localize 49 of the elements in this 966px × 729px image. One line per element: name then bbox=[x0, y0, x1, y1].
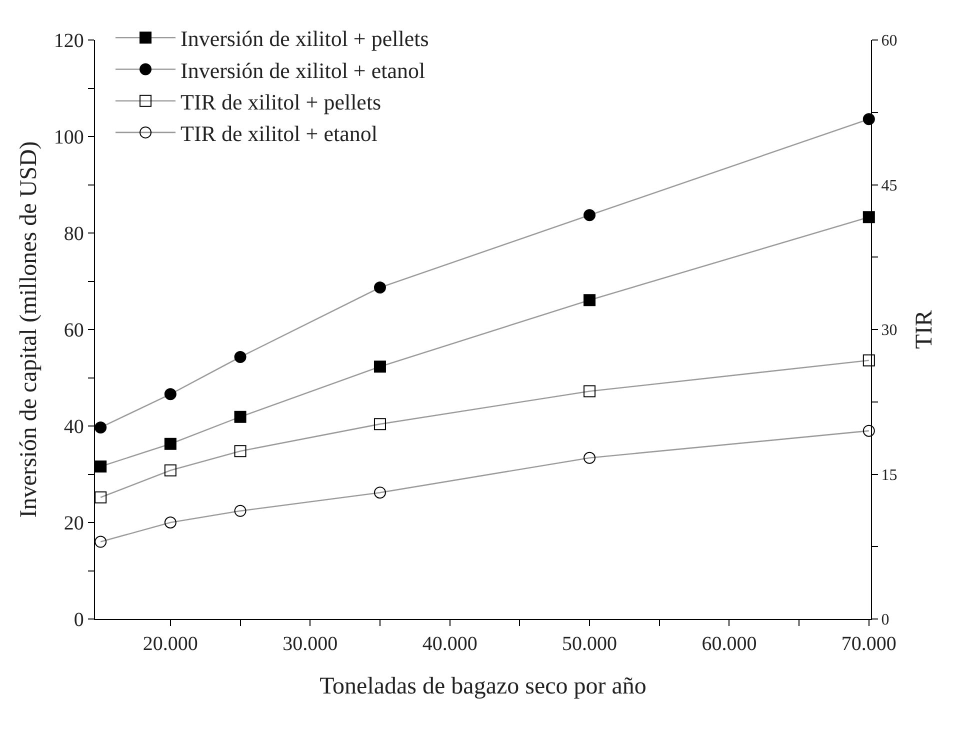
legend-label: Inversión de xilitol + etanol bbox=[180, 58, 426, 83]
y-tick-label: 60 bbox=[64, 320, 84, 342]
point bbox=[234, 410, 246, 423]
legend-label: TIR de xilitol + pellets bbox=[180, 89, 382, 114]
point bbox=[584, 385, 596, 398]
point bbox=[584, 294, 596, 306]
point bbox=[164, 438, 176, 450]
x-tick-label: 50.000 bbox=[562, 633, 618, 656]
legend-label: Inversión de xilitol + pellets bbox=[180, 26, 429, 52]
point bbox=[374, 418, 386, 430]
point bbox=[584, 209, 596, 222]
point bbox=[862, 211, 875, 224]
point bbox=[164, 464, 176, 476]
x-tick-label: 40.000 bbox=[422, 633, 478, 656]
y-tick-label: 80 bbox=[64, 223, 84, 245]
point bbox=[94, 491, 107, 504]
point bbox=[862, 113, 875, 126]
legend-label: TIR de xilitol + etanol bbox=[180, 121, 378, 146]
point bbox=[374, 486, 386, 499]
point bbox=[374, 360, 386, 373]
x-tick-label: 20.000 bbox=[142, 633, 198, 656]
y2-tick-label: 15 bbox=[881, 466, 898, 484]
point bbox=[584, 452, 596, 464]
y-tick-label: 0 bbox=[74, 609, 84, 631]
x-tick-label: 60.000 bbox=[702, 633, 757, 656]
point bbox=[94, 460, 107, 473]
point bbox=[164, 388, 176, 400]
point bbox=[234, 504, 246, 517]
point bbox=[374, 282, 386, 294]
y2-axis-title: TIR bbox=[912, 310, 938, 349]
point bbox=[862, 424, 875, 437]
y-tick-label: 40 bbox=[64, 416, 84, 438]
x-axis-title: Toneladas de bagazo seco por año bbox=[320, 673, 646, 700]
x-tick-label: 70.000 bbox=[841, 633, 896, 656]
point bbox=[164, 516, 176, 528]
y2-tick-label: 60 bbox=[881, 32, 898, 50]
point bbox=[234, 445, 246, 458]
y-tick-label: 120 bbox=[54, 30, 84, 52]
point bbox=[862, 354, 875, 366]
point bbox=[94, 421, 107, 434]
point bbox=[234, 351, 246, 363]
y-tick-label: 100 bbox=[54, 126, 84, 148]
y2-tick-label: 0 bbox=[881, 612, 890, 629]
y2-tick-label: 45 bbox=[881, 177, 898, 194]
y2-tick-label: 30 bbox=[881, 322, 898, 340]
y-axis-title: Inversión de capital (millones de USD) bbox=[16, 141, 42, 518]
x-tick-label: 30.000 bbox=[282, 633, 338, 656]
y-tick-label: 20 bbox=[64, 512, 84, 534]
point bbox=[94, 536, 107, 548]
